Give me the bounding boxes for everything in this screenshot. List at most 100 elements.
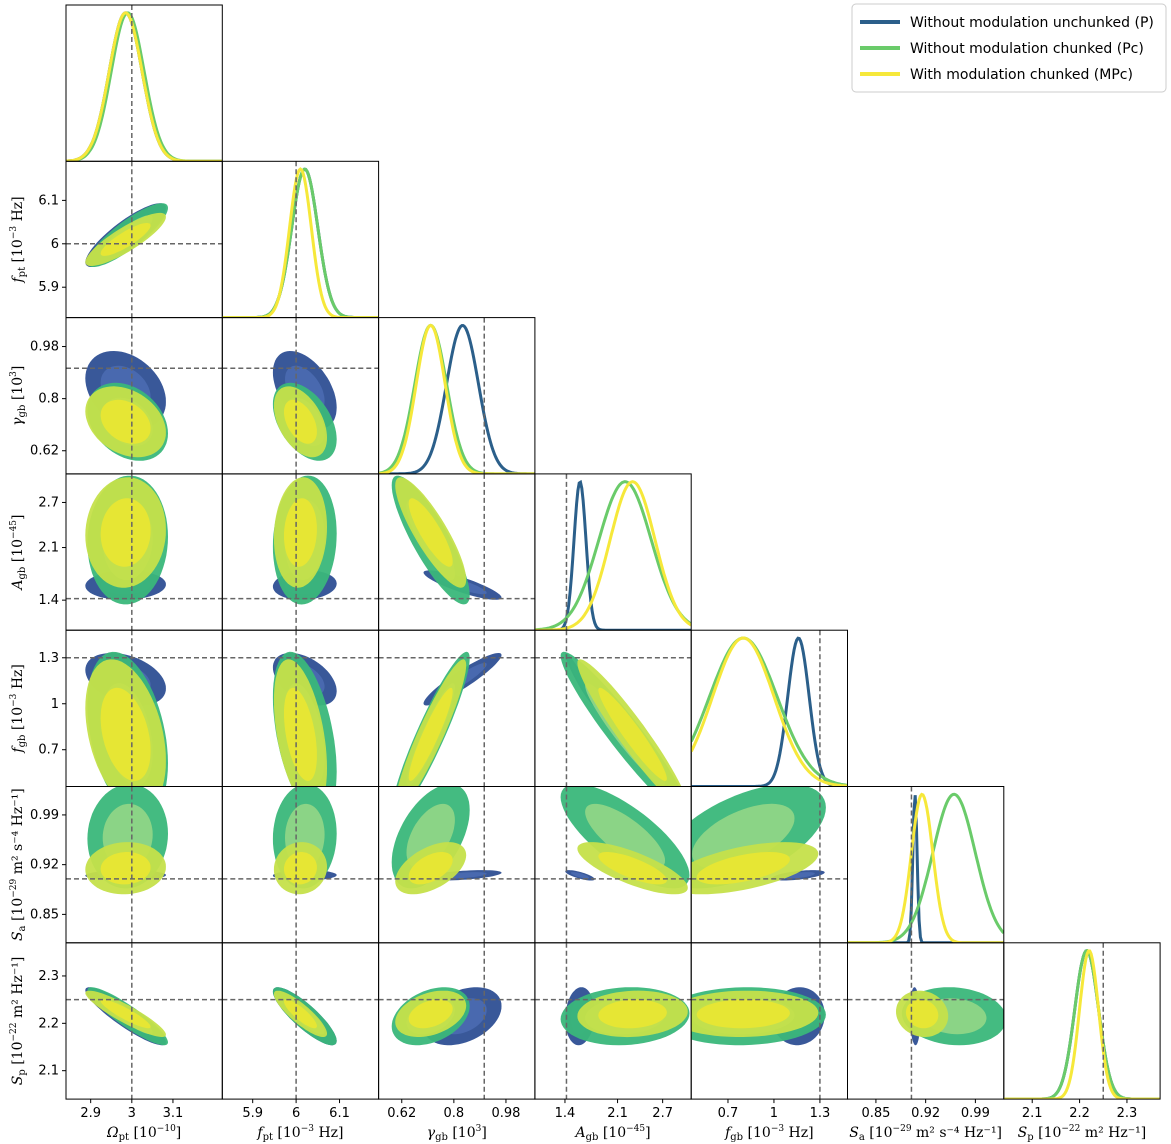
x-tick-label: 0.62 [387,1106,416,1121]
x-tick-label: 0.92 [911,1106,940,1121]
panel-frame [690,629,849,788]
x-tick-label: 5.9 [242,1106,263,1121]
y-axis-label: Sp [10−22 m² Hz⁻¹] [9,957,28,1086]
marginal-f_gb [691,636,848,787]
panel-S_p-A_gb [534,942,692,1100]
y-tick-label: 0.92 [30,858,59,873]
contour-inner [284,999,317,1029]
x-tick-label: 2.3 [1117,1106,1138,1121]
y-tick-label: 2.3 [38,969,59,984]
panel-frame [1003,942,1161,1100]
panel-S_a-f_pt [222,786,379,943]
x-tick-label: 2.7 [652,1106,673,1121]
panel-A_gb-A_gb [534,473,692,631]
x-axis-label: Ωpt [10−10] [106,1124,181,1143]
marginal-S_p [1003,949,1161,1100]
x-axis-label: fgb [10−3 Hz] [724,1124,814,1143]
contour-inner [408,852,453,885]
x-tick-label: 0.85 [861,1106,890,1121]
x-tick-label: 6.1 [329,1106,350,1121]
y-axis-label: Agb [10−45] [9,514,28,591]
panel-S_p-S_p [1003,942,1161,1100]
y-tick-label: 6 [51,237,59,252]
y-tick-label: 0.85 [30,907,59,922]
marginal-S_a [847,792,1004,943]
contour-inner [598,852,667,885]
marginal-omega_pt [66,11,223,162]
contour-inner [408,498,453,567]
panel-f_gb-A_gb [534,630,692,787]
x-tick-label: 1 [770,1106,778,1121]
panel-S_a-S_a [847,786,1004,943]
x-tick-label: 1.3 [810,1106,831,1121]
panel-S_p-gamma_gb [378,942,535,1100]
marginal-f_pt [222,167,379,318]
panel-f_gb-omega_pt [66,630,223,787]
panel-S_p-S_a [847,942,1004,1100]
panel-f_gb-f_pt [222,630,379,787]
contour-inner [284,498,317,567]
legend-entry: Without modulation chunked (Pc) [910,41,1144,57]
panel-S_a-omega_pt [66,786,223,943]
contour-inner [782,872,815,879]
contour-inner [284,687,317,781]
contour-inner [284,399,317,444]
x-axis-label: Agb [10−45] [573,1124,650,1143]
contour-inner [100,399,151,444]
y-tick-label: 1.4 [38,593,59,608]
legend-box [851,3,1167,93]
contour-inner [692,803,795,869]
x-tick-label: 0.7 [718,1106,739,1121]
panel-S_a-f_gb [691,786,848,943]
y-tick-label: 6.1 [38,193,59,208]
contour-inner [100,498,151,567]
marginal-f_gb [691,636,848,787]
panel-omega_pt-omega_pt [66,5,223,162]
x-tick-label: 0.8 [444,1106,465,1121]
x-tick-label: 2.2 [1069,1106,1090,1121]
contour-inner [408,687,453,781]
panel-S_a-gamma_gb [378,786,535,943]
panel-S_p-f_pt [222,942,379,1100]
x-axis-label: γgb [103] [427,1124,487,1143]
x-axis-label: fpt [10−3 Hz] [256,1124,343,1143]
contour-inner [598,687,667,781]
panel-f_gb-f_gb [691,630,848,787]
panel-A_gb-omega_pt [66,473,223,631]
marginal-gamma_gb [378,323,535,474]
panel-f_gb-gamma_gb [378,630,535,787]
x-tick-label: 0.98 [491,1106,520,1121]
panel-S_p-omega_pt [66,942,223,1100]
y-tick-label: 2.7 [38,495,59,510]
x-tick-label: 2.1 [1022,1106,1043,1121]
marginal-S_p [1003,949,1161,1100]
y-tick-label: 0.98 [30,340,59,355]
panel-S_a-A_gb [534,786,692,943]
y-tick-label: 0.7 [38,743,59,758]
contour-inner [284,852,317,885]
x-axis-label: Sa [10−29 m² s⁻⁴ Hz⁻¹] [849,1124,1002,1143]
legend-entry: With modulation chunked (MPc) [910,67,1133,83]
marginal-A_gb [534,480,692,631]
y-tick-label: 0.8 [38,392,59,407]
panel-f_pt-f_pt [222,161,379,318]
y-axis-label: γgb [103] [9,366,28,426]
marginal-S_p [1003,949,1161,1100]
panel-frame [378,629,536,788]
y-tick-label: 0.99 [30,808,59,823]
y-tick-label: 2.2 [38,1016,59,1031]
panel-gamma_gb-gamma_gb [378,317,535,474]
contour-inner [100,687,151,781]
y-tick-label: 1 [51,697,59,712]
marginal-A_gb [534,479,692,631]
marginal-f_gb [691,636,848,787]
y-axis-label: fpt [10−3 Hz] [9,196,28,283]
contour-inner [598,999,667,1029]
marginal-A_gb [534,480,692,631]
x-tick-label: 0.99 [961,1106,990,1121]
y-tick-label: 1.3 [38,651,59,666]
y-tick-label: 0.62 [30,444,59,459]
contour-inner [408,999,453,1029]
contour-inner [100,852,151,885]
